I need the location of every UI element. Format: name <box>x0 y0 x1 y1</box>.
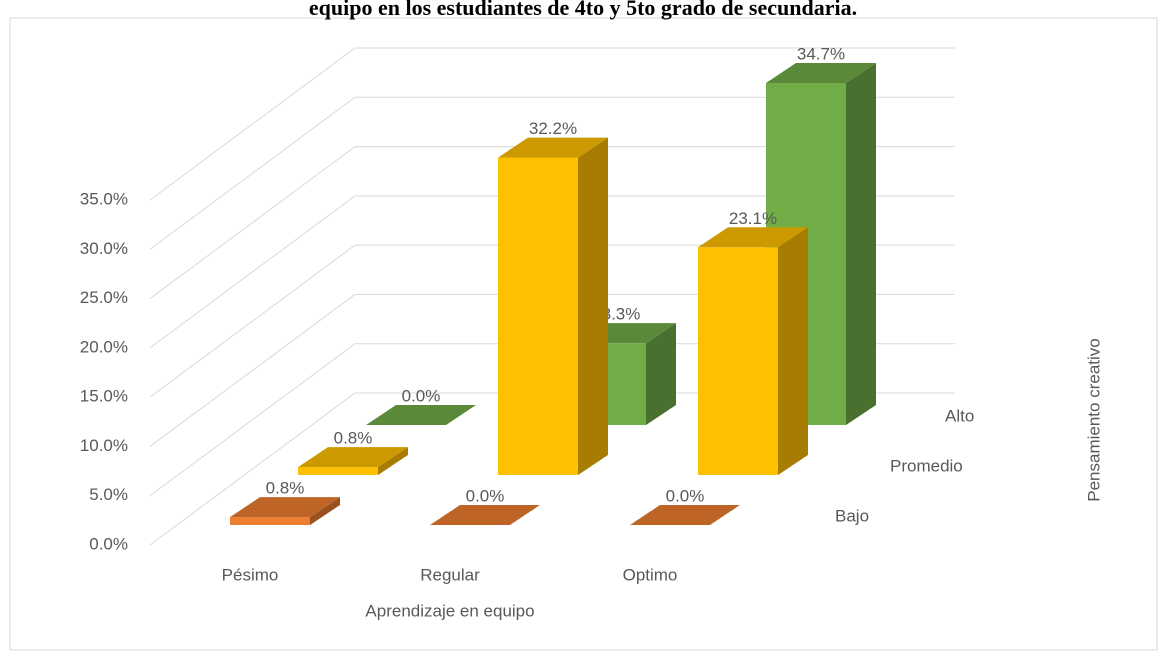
bar-front <box>498 157 578 475</box>
bar-top <box>766 62 876 83</box>
bar <box>230 497 340 525</box>
y-tick-label: 35.0% <box>80 189 128 208</box>
bar-top <box>298 447 408 468</box>
value-label: 23.1% <box>729 209 777 228</box>
grid-line <box>149 146 955 299</box>
bar <box>298 447 408 475</box>
bar-side <box>578 137 608 475</box>
bar <box>498 137 608 475</box>
y-tick-label: 25.0% <box>80 288 128 307</box>
bar-top <box>230 497 340 518</box>
y-tick-label: 0.0% <box>89 534 128 553</box>
bar-side <box>846 62 876 425</box>
depth-label: Promedio <box>890 456 963 475</box>
bar <box>698 227 808 475</box>
depth-label: Bajo <box>835 506 869 525</box>
value-label: 32.2% <box>529 119 577 138</box>
bar-side <box>378 447 408 475</box>
grid-line <box>149 96 955 250</box>
bar-front <box>230 517 310 525</box>
value-label: 8.3% <box>602 305 641 324</box>
bar-top <box>698 227 808 248</box>
x-axis-title: Aprendizaje en equipo <box>365 601 534 620</box>
y-tick-label: 30.0% <box>80 239 128 258</box>
bar <box>430 505 540 525</box>
bar-side <box>310 497 340 525</box>
bar-front <box>698 247 778 475</box>
y-tick-label: 20.0% <box>80 337 128 356</box>
grid-line <box>149 195 955 349</box>
chart-title: equipo en los estudiantes de 4to y 5to g… <box>309 0 857 20</box>
y-tick-label: 5.0% <box>89 485 128 504</box>
bar-top <box>498 137 608 158</box>
bar-side <box>778 227 808 475</box>
grid-line <box>149 47 955 201</box>
value-label: 34.7% <box>797 44 845 63</box>
value-label: 0.8% <box>334 429 373 448</box>
bar <box>630 505 740 525</box>
bar-top <box>430 505 540 525</box>
bar-side <box>646 323 676 425</box>
x-tick-label: Regular <box>420 565 480 584</box>
x-tick-label: Pésimo <box>222 565 279 584</box>
value-label: 0.0% <box>466 486 505 505</box>
depth-label: Alto <box>945 406 974 425</box>
value-label: 0.8% <box>266 479 305 498</box>
bar-front <box>298 467 378 475</box>
z-axis-title: Pensamiento creativo <box>1084 338 1103 501</box>
bar-top <box>366 405 476 425</box>
y-tick-label: 15.0% <box>80 387 128 406</box>
y-tick-label: 10.0% <box>80 436 128 455</box>
bar <box>366 405 476 425</box>
x-tick-label: Optimo <box>623 565 678 584</box>
bar-top <box>630 505 740 525</box>
value-label: 0.0% <box>666 486 705 505</box>
value-label: 0.0% <box>402 386 441 405</box>
